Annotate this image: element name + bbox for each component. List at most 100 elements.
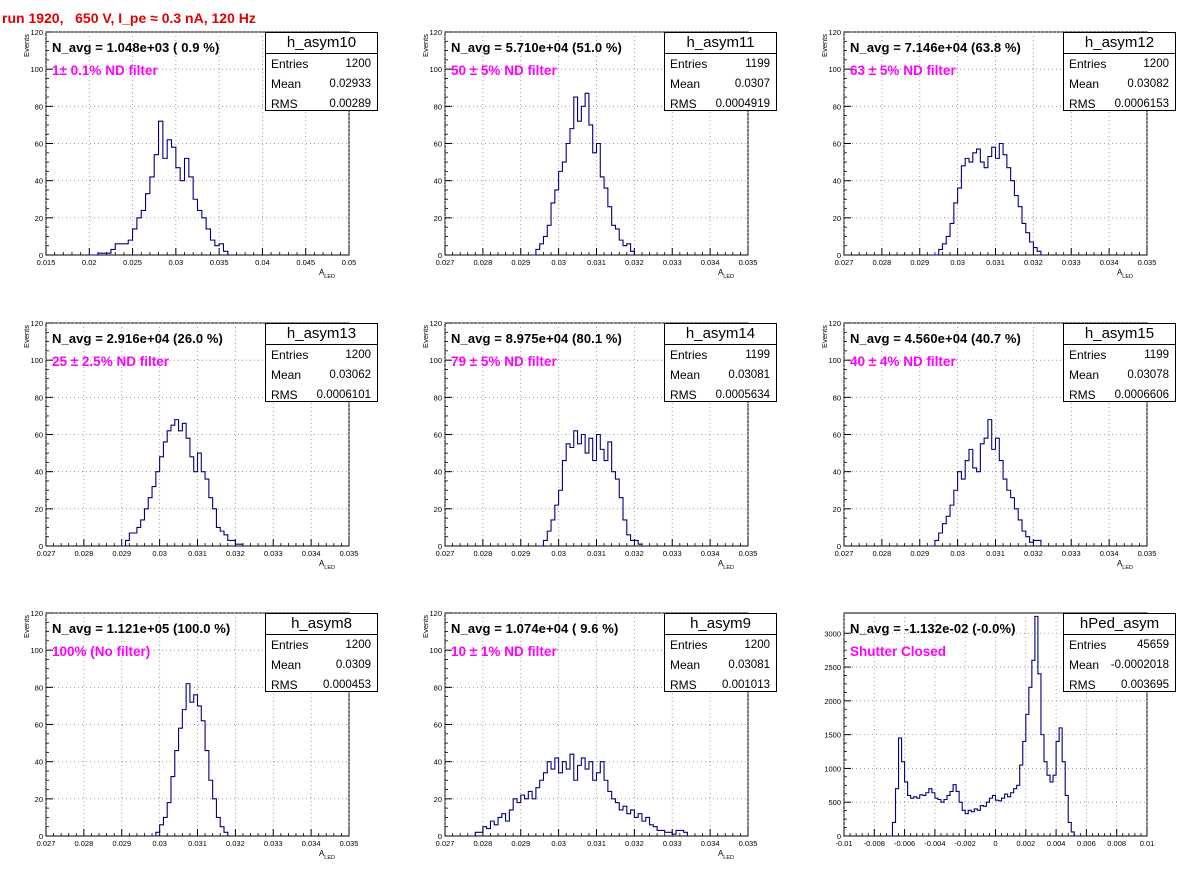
x-axis-label-subscript: LED	[1122, 565, 1133, 571]
x-tick-label: 0.032	[1024, 549, 1043, 558]
y-tick-label: 40	[35, 758, 43, 767]
y-tick-label: 100	[828, 65, 841, 74]
filter-note: 1± 0.1% ND filter	[52, 63, 158, 78]
histogram-series	[931, 142, 1042, 256]
x-tick-label: 0.027	[37, 549, 56, 558]
x-tick-label: 0.029	[511, 549, 530, 558]
stats-row-entries: Entries 1200	[266, 635, 377, 655]
y-axis-label: Events	[22, 34, 31, 57]
x-tick-label: 0.028	[74, 839, 93, 848]
x-tick-label: 0.033	[264, 549, 283, 558]
stats-value: 0.0005634	[715, 389, 770, 401]
x-tick-label: 0.03	[152, 549, 167, 558]
y-tick-label: 60	[35, 431, 43, 440]
stats-row-rms: RMS 0.0004919	[665, 94, 776, 114]
x-axis-label-subscript: LED	[1122, 274, 1133, 280]
stats-row-rms: RMS 0.001013	[665, 675, 776, 695]
stats-value: 0.00289	[329, 98, 371, 110]
stats-value: 1199	[745, 349, 770, 361]
stats-box: h_asym15 Entries 1199 Mean 0.03078 RMS 0.00066…	[1063, 323, 1176, 402]
stats-value: 1199	[745, 58, 770, 70]
stats-key: Mean	[271, 658, 302, 672]
stats-key: Entries	[271, 348, 309, 362]
stats-key: Mean	[1069, 77, 1100, 91]
y-axis-label: Events	[820, 325, 829, 348]
stats-key: Mean	[1069, 368, 1100, 382]
y-tick-label: 80	[833, 393, 841, 402]
stats-key: RMS	[271, 97, 298, 111]
stats-value: 1200	[345, 58, 371, 70]
x-tick-label: 0.004	[1047, 839, 1066, 848]
x-axis-label-subscript: LED	[723, 274, 734, 280]
x-tick-label: 0.027	[436, 839, 455, 848]
x-tick-label: 0.02	[82, 258, 97, 267]
x-tick-label: 0.031	[587, 549, 606, 558]
y-tick-label: 0	[837, 832, 841, 841]
x-tick-label: 0.032	[625, 549, 644, 558]
y-tick-label: 2000	[824, 697, 841, 706]
stats-row-entries: Entries 1200	[1064, 54, 1175, 74]
histogram-name: hPed_asym	[1064, 614, 1175, 635]
stats-key: RMS	[1069, 678, 1096, 692]
x-tick-label: 0.035	[340, 549, 359, 558]
x-tick-label: 0.029	[112, 549, 131, 558]
x-tick-label: 0.006	[1077, 839, 1096, 848]
y-tick-label: 120	[429, 609, 442, 618]
stats-row-mean: Mean 0.03081	[665, 365, 776, 385]
x-tick-label: 0.034	[302, 549, 321, 558]
x-tick-label: 0.035	[340, 839, 359, 848]
stats-row-entries: Entries 45659	[1064, 635, 1175, 655]
x-tick-label: 0.028	[473, 258, 492, 267]
x-tick-label: 0.028	[473, 839, 492, 848]
stats-key: Mean	[670, 77, 701, 91]
stats-box: h_asym14 Entries 1199 Mean 0.03081 RMS 0.00056…	[664, 323, 777, 402]
y-tick-label: 100	[30, 65, 43, 74]
y-axis-label: Events	[22, 615, 31, 638]
histogram-panel-h_asym12: 0.027 0.028 0.029 0.03 0.031 0.032 0.033 0.034 0…	[798, 4, 1196, 295]
x-tick-label: 0.05	[342, 258, 357, 267]
stats-value: 0.000453	[323, 679, 371, 691]
stats-value: 0.02933	[329, 78, 371, 90]
stats-key: RMS	[670, 97, 697, 111]
x-tick-label: 0.027	[436, 258, 455, 267]
x-axis-label: ALED	[718, 559, 734, 571]
stats-box: h_asym12 Entries 1200 Mean 0.03082 RMS 0.00061…	[1063, 32, 1176, 111]
stats-row-entries: Entries 1200	[266, 54, 377, 74]
x-axis-label-subscript: LED	[723, 565, 734, 571]
y-tick-label: 60	[833, 140, 841, 149]
stats-row-rms: RMS 0.0006153	[1064, 94, 1175, 114]
x-tick-label: 0.027	[835, 549, 854, 558]
y-tick-label: 1500	[824, 731, 841, 740]
x-tick-label: 0.027	[37, 839, 56, 848]
stats-row-mean: Mean 0.0309	[266, 655, 377, 675]
stats-value: 0.003695	[1121, 679, 1169, 691]
navg-label: N_avg = 5.710e+04 (51.0 %)	[451, 40, 622, 55]
y-tick-label: 60	[434, 140, 442, 149]
y-tick-label: 20	[434, 795, 442, 804]
x-tick-label: 0.035	[739, 839, 758, 848]
y-tick-label: 80	[434, 102, 442, 111]
stats-value: 1200	[1143, 58, 1169, 70]
histogram-name: h_asym13	[266, 324, 377, 345]
histogram-series	[89, 120, 229, 256]
histogram-name: h_asym10	[266, 33, 377, 54]
navg-label: N_avg = 2.916e+04 (26.0 %)	[52, 331, 223, 346]
x-tick-label: 0.031	[188, 549, 207, 558]
x-tick-label: -0.002	[955, 839, 976, 848]
histogram-name: h_asym11	[665, 33, 776, 54]
y-tick-label: 40	[833, 177, 841, 186]
stats-value: 0.03062	[329, 369, 371, 381]
stats-key: Entries	[1069, 57, 1107, 71]
navg-label: N_avg = 8.975e+04 (80.1 %)	[451, 331, 622, 346]
stats-box: h_asym8 Entries 1200 Mean 0.0309 RMS 0.000453	[265, 613, 378, 692]
stats-value: -0.0002018	[1110, 659, 1169, 671]
stats-row-entries: Entries 1200	[665, 635, 776, 655]
histogram-series	[117, 419, 244, 547]
y-tick-label: 0	[39, 542, 43, 551]
stats-value: 45659	[1137, 639, 1169, 651]
histogram-plot: 0.027 0.028 0.029 0.03 0.031 0.032 0.033 0.034 0…	[421, 319, 757, 571]
stats-box: h_asym10 Entries 1200 Mean 0.02933 RMS 0.00289	[265, 32, 378, 111]
histogram-name: h_asym9	[665, 614, 776, 635]
x-tick-label: 0.031	[587, 258, 606, 267]
y-tick-label: 20	[833, 214, 841, 223]
